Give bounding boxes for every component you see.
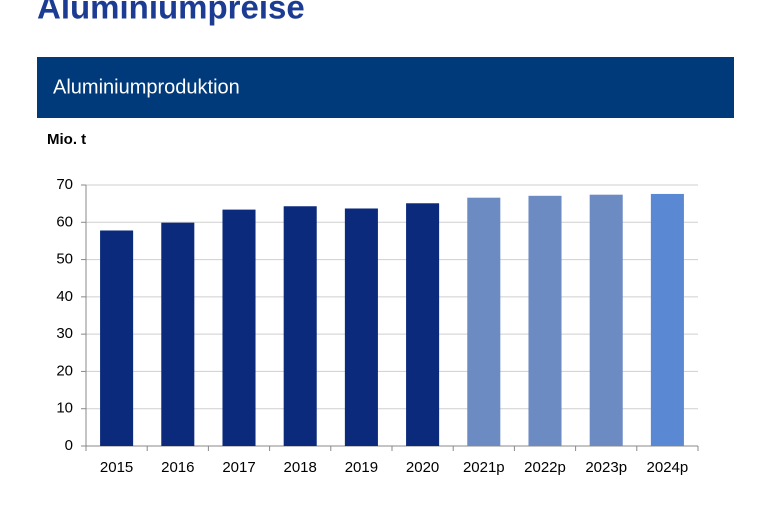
bar: [528, 195, 562, 446]
y-tick-label: 10: [56, 400, 73, 417]
bar: [344, 208, 378, 446]
bar: [467, 197, 501, 446]
bar: [283, 206, 317, 446]
x-tick-label: 2024p: [647, 459, 689, 476]
y-tick-label: 20: [56, 362, 73, 379]
x-tick-label: 2023p: [585, 459, 627, 476]
bar: [161, 222, 195, 446]
x-tick-label: 2015: [100, 459, 133, 476]
bar: [589, 194, 623, 446]
section-banner: [37, 57, 734, 118]
x-tick-label: 2018: [284, 459, 317, 476]
y-tick-label: 50: [56, 251, 73, 268]
y-tick-label: 70: [56, 176, 73, 193]
slide-title: Aluminiumpreise: [37, 0, 305, 26]
bar: [650, 193, 684, 446]
y-tick-label: 60: [56, 213, 73, 230]
y-tick-label: 0: [65, 437, 73, 454]
x-tick-label: 2020: [406, 459, 439, 476]
section-title: Aluminiumproduktion: [53, 76, 240, 98]
x-tick-label: 2019: [345, 459, 378, 476]
y-tick-label: 40: [56, 288, 73, 305]
x-tick-label: 2016: [161, 459, 194, 476]
x-tick-label: 2022p: [524, 459, 566, 476]
x-tick-label: 2017: [222, 459, 255, 476]
bar: [406, 203, 440, 446]
bar: [222, 209, 256, 446]
bar: [100, 230, 134, 446]
y-tick-label: 30: [56, 325, 73, 342]
x-tick-label: 2021p: [463, 459, 505, 476]
y-axis-label: Mio. t: [47, 131, 86, 148]
